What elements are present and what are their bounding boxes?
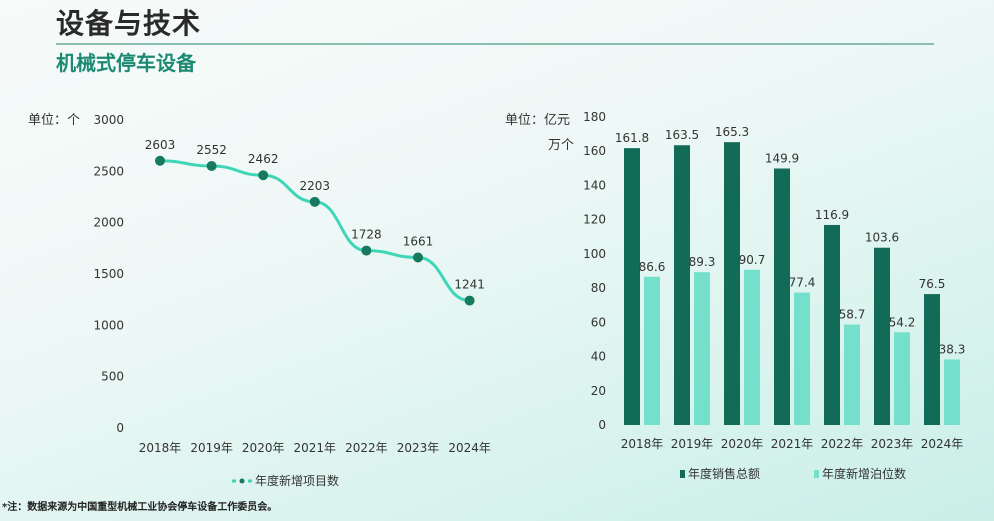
data-label: 58.7 xyxy=(839,308,866,322)
data-point xyxy=(309,196,320,207)
data-label: 103.6 xyxy=(865,231,899,245)
x-tick-label: 2022年 xyxy=(821,437,864,451)
bar-sales xyxy=(774,168,790,425)
legend-swatch-sales xyxy=(680,470,685,478)
y-tick-label: 1000 xyxy=(93,318,124,332)
bar-new-spaces xyxy=(944,359,960,425)
y-tick-label: 0 xyxy=(598,418,606,432)
data-point xyxy=(413,252,423,263)
x-tick-label: 2020年 xyxy=(721,437,764,451)
y-tick-label: 60 xyxy=(591,315,606,329)
data-label: 116.9 xyxy=(815,208,849,222)
bar-sales xyxy=(824,224,840,425)
source-note: *注：数据来源为中国重型机械工业协会停车设备工作委员会。 xyxy=(2,502,278,513)
y-tick-label: 140 xyxy=(583,178,606,192)
x-tick-label: 2019年 xyxy=(190,441,233,455)
y-tick-label: 0 xyxy=(116,421,124,435)
x-tick-label: 2023年 xyxy=(397,441,440,455)
data-label: 77.4 xyxy=(789,276,816,290)
legend-point-swatch xyxy=(239,478,245,484)
data-label: 163.5 xyxy=(665,128,699,142)
y-tick-label: 40 xyxy=(591,350,606,364)
x-tick-label: 2019年 xyxy=(671,437,714,451)
legend-label: 年度销售总额 xyxy=(688,466,760,481)
x-tick-label: 2020年 xyxy=(242,441,285,455)
bar-sales xyxy=(674,145,690,425)
y-tick-label: 20 xyxy=(591,384,606,398)
bar-sales xyxy=(924,294,940,425)
data-label: 2603 xyxy=(145,138,176,152)
y-tick-label: 500 xyxy=(101,370,124,384)
y-tick-label: 180 xyxy=(583,110,606,124)
x-tick-label: 2024年 xyxy=(921,437,964,451)
data-label: 90.7 xyxy=(739,253,766,267)
data-label: 2462 xyxy=(248,152,279,166)
data-label: 2203 xyxy=(300,179,331,193)
data-label: 161.8 xyxy=(615,131,649,145)
data-label: 149.9 xyxy=(765,152,799,166)
x-tick-label: 2018年 xyxy=(139,441,182,455)
bar-new-spaces xyxy=(794,292,810,425)
data-point xyxy=(464,295,475,306)
section-subtitle: 机械式停车设备 xyxy=(56,51,196,75)
y-tick-label: 2500 xyxy=(93,164,124,178)
x-tick-label: 2024年 xyxy=(448,441,491,455)
data-label: 76.5 xyxy=(919,277,946,291)
data-label: 86.6 xyxy=(639,260,666,274)
legend-swatch-new-spaces xyxy=(814,470,819,478)
page-title: 设备与技术 xyxy=(56,7,202,40)
data-point xyxy=(361,245,372,256)
legend-label: 年度新增项目数 xyxy=(255,473,339,488)
y-tick-label: 1500 xyxy=(93,267,124,281)
y-tick-label: 160 xyxy=(583,144,606,158)
x-tick-label: 2021年 xyxy=(771,437,814,451)
bar-new-spaces xyxy=(644,276,660,425)
y-tick-label: 120 xyxy=(583,213,606,227)
data-label: 165.3 xyxy=(715,125,749,139)
data-point xyxy=(155,155,165,166)
data-point xyxy=(206,160,217,171)
y-tick-label: 3000 xyxy=(93,113,124,127)
bar-sales xyxy=(874,247,890,425)
y-axis-unit-label: 单位：个 xyxy=(28,113,80,128)
data-label: 1241 xyxy=(454,278,485,292)
data-label: 89.3 xyxy=(689,255,716,269)
x-tick-label: 2023年 xyxy=(871,437,914,451)
bar-sales xyxy=(624,148,640,426)
data-label: 2552 xyxy=(196,143,227,157)
line-chart: 单位：个 0 500 1000 1500 2000 2500 3000 2018年 2019年 20… xyxy=(28,113,491,488)
y-tick-label: 80 xyxy=(591,281,606,295)
data-label: 1728 xyxy=(351,228,382,242)
data-label: 1661 xyxy=(403,234,434,248)
data-point xyxy=(258,170,269,181)
y-tick-label: 100 xyxy=(583,247,606,261)
y-axis-unit-label-2: 万个 xyxy=(548,138,574,153)
data-label: 38.3 xyxy=(939,342,966,356)
x-tick-label: 2018年 xyxy=(621,437,664,451)
bar-new-spaces xyxy=(894,332,910,425)
x-tick-label: 2022年 xyxy=(345,441,388,455)
x-tick-label: 2021年 xyxy=(294,441,337,455)
title-divider xyxy=(56,43,934,45)
data-label: 54.2 xyxy=(889,315,916,329)
y-axis-unit-label: 单位：亿元 xyxy=(505,113,570,128)
legend-label: 年度新增泊位数 xyxy=(822,466,906,481)
bar-sales xyxy=(724,142,740,426)
bar-new-spaces xyxy=(844,324,860,425)
y-tick-label: 2000 xyxy=(93,216,124,230)
bar-new-spaces xyxy=(744,269,760,425)
bar-new-spaces xyxy=(694,272,710,425)
